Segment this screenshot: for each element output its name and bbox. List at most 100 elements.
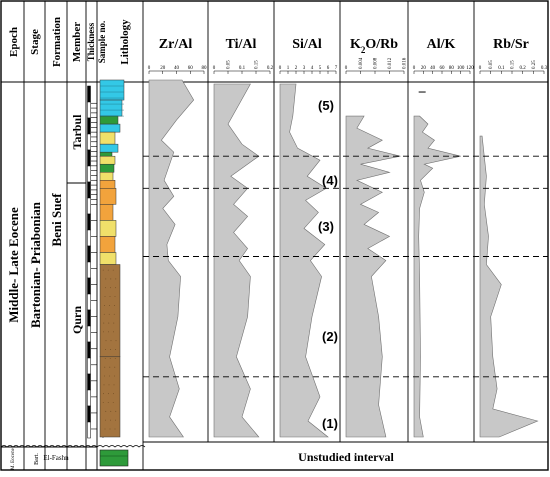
panel-title: Si/Al xyxy=(292,37,322,52)
thickness-bar-segment xyxy=(87,325,91,343)
x-tick-label: 100 xyxy=(457,66,465,71)
header-stage: Stage xyxy=(29,29,41,55)
header-sample-no: Sample no. xyxy=(97,21,107,64)
thickness-bar-segment xyxy=(87,165,91,183)
clay-texture xyxy=(103,331,104,333)
x-tick-label: 0.2 xyxy=(267,66,274,71)
clay-texture xyxy=(103,322,105,324)
panel-title: Al/K xyxy=(427,37,456,52)
panel-title: K2O/Rb xyxy=(350,37,398,55)
lithology-layer xyxy=(99,356,121,438)
clay-texture xyxy=(108,393,109,395)
clay-texture xyxy=(104,305,105,306)
x-tick-label: 0.05 xyxy=(227,60,232,69)
clay-texture xyxy=(103,384,105,386)
clay-texture xyxy=(108,313,110,315)
zone-5-label: (5) xyxy=(318,98,334,113)
x-tick-label: 120 xyxy=(466,66,474,71)
series-area xyxy=(279,83,329,438)
formation-label: Beni Suef xyxy=(49,193,64,247)
thickness-bar-segment xyxy=(87,85,91,103)
lithology-column xyxy=(0,79,146,467)
clay-texture xyxy=(113,384,115,386)
member-upper-label: Tarbul xyxy=(70,114,84,150)
clay-texture xyxy=(108,322,110,324)
thickness-bar-segment xyxy=(87,197,91,215)
clay-texture xyxy=(108,331,109,333)
x-tick-label: 0.1 xyxy=(239,66,246,71)
zone-1-label: (1) xyxy=(322,416,338,431)
clay-texture xyxy=(102,269,104,271)
clay-texture xyxy=(109,357,111,359)
x-tick-label: 20 xyxy=(160,66,166,71)
clay-texture xyxy=(105,410,107,412)
x-tick-label: 40 xyxy=(430,66,436,71)
member-lower-label: Qurn xyxy=(70,306,84,334)
x-tick-label: 7 xyxy=(335,66,338,71)
column-dividers xyxy=(23,1,475,470)
clay-texture xyxy=(104,357,106,359)
lithology-layer xyxy=(99,131,116,145)
panel-si-al: Si/Al 0 1 2 3 4 5 6 7 xyxy=(279,37,338,438)
x-tick-label: 0.2 xyxy=(520,66,527,71)
clay-texture xyxy=(104,428,106,430)
thickness-bar-segment xyxy=(87,309,91,327)
x-tick-label: 0 xyxy=(479,66,482,71)
lithology-layer xyxy=(99,180,116,189)
x-tick-label: 0.25 xyxy=(532,60,537,69)
thickness-bar-segment xyxy=(87,405,91,423)
stage-bottom-label: Bart. xyxy=(34,453,40,465)
x-tick-label: 6 xyxy=(327,66,330,71)
thickness-scale: 0510152025303540455055606570758085 xyxy=(87,85,104,439)
thickness-bar-segment xyxy=(87,133,91,151)
thickness-bar-segment xyxy=(87,181,91,199)
panel-rb-sr: Rb/Sr 0 0.05 0.1 0.15 0.2 0.25 0.3 xyxy=(479,37,548,438)
lithology-layer xyxy=(99,252,117,265)
clay-texture xyxy=(110,419,111,421)
thickness-bar-segment xyxy=(87,149,91,167)
clay-texture xyxy=(105,278,107,280)
clay-texture xyxy=(113,313,115,315)
x-tick-label: 0.004 xyxy=(359,57,364,69)
x-tick-label: 0.15 xyxy=(255,60,260,69)
lithology-layer xyxy=(99,99,123,117)
x-tick-label: 0.012 xyxy=(388,57,393,69)
clay-texture xyxy=(113,393,114,395)
lithology-layer xyxy=(99,172,114,181)
clay-texture xyxy=(107,402,109,403)
clay-texture xyxy=(113,331,114,333)
x-tick-label: 0.15 xyxy=(511,60,516,69)
clay-texture xyxy=(114,296,116,298)
clay-texture xyxy=(115,340,117,342)
clay-texture xyxy=(115,349,116,350)
x-tick-label: 60 xyxy=(188,66,194,71)
clay-texture xyxy=(112,402,114,403)
lithology-layer xyxy=(99,188,117,205)
header-thickness: Thickness xyxy=(86,22,96,61)
lithology-layer xyxy=(99,123,121,133)
x-tick-label: 2 xyxy=(295,66,298,71)
clay-texture xyxy=(105,340,107,342)
x-tick-label: 0.016 xyxy=(403,57,408,69)
clay-texture xyxy=(107,269,109,271)
clay-texture xyxy=(102,402,104,403)
clay-texture xyxy=(110,410,112,412)
clay-texture xyxy=(115,278,117,280)
x-tick-label: 0.3 xyxy=(541,66,548,71)
series-area xyxy=(345,115,401,438)
x-tick-label: 1 xyxy=(287,66,290,71)
x-tick-label: 3 xyxy=(303,66,306,71)
panel-title: Zr/Al xyxy=(159,37,193,52)
clay-texture xyxy=(114,305,115,306)
x-tick-label: 0 xyxy=(279,66,282,71)
zone-4-label: (4) xyxy=(322,173,338,188)
panel-ti-al: Ti/Al 0 0.05 0.1 0.15 0.2 xyxy=(213,37,274,438)
clay-texture xyxy=(104,296,106,298)
epoch-label: Middle- Late Eocene xyxy=(6,207,21,323)
thickness-bar-segment xyxy=(87,357,91,375)
thickness-bar-segment xyxy=(87,117,91,135)
clay-texture xyxy=(115,419,116,421)
clay-texture xyxy=(114,357,116,359)
formation-bottom-label: El-Fashn xyxy=(43,454,69,462)
series-area xyxy=(148,79,195,438)
